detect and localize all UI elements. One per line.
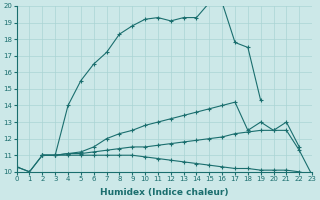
X-axis label: Humidex (Indice chaleur): Humidex (Indice chaleur): [100, 188, 228, 197]
